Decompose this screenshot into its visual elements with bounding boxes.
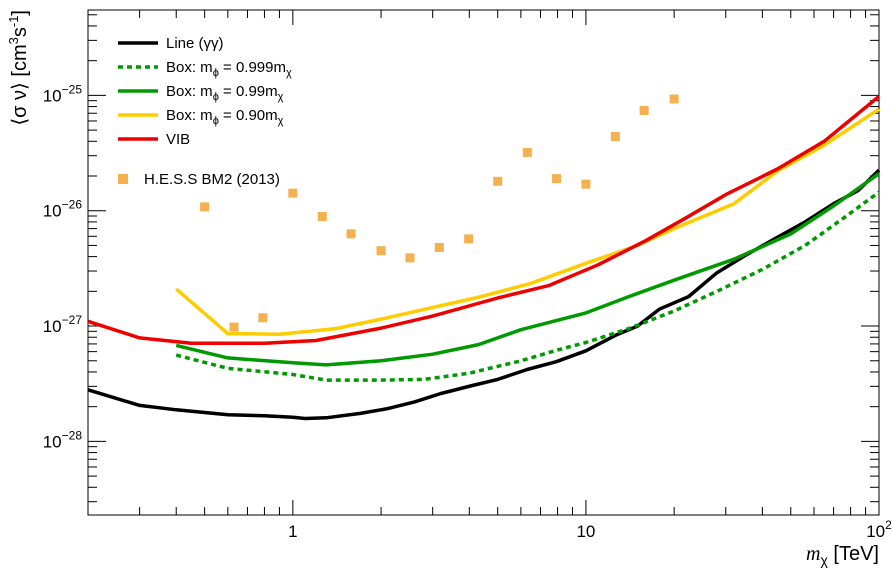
legend-label: VIB (166, 131, 190, 148)
y-axis-title-exponent: -1 (6, 16, 21, 28)
x-tick-label: 10 (576, 522, 595, 541)
y-axis-title-part: s (9, 27, 31, 37)
axis-titles: mχ [TeV]⟨σ ν⟩ [cm3s-1] (6, 10, 879, 568)
y-axis-title-part: ⟨σ ν⟩ [cm (9, 44, 31, 125)
legend-label-text: VIB (166, 131, 190, 148)
y-tick-label: 10−25 (43, 82, 83, 105)
hess-data-point (669, 94, 679, 104)
hess-data-point (552, 174, 562, 184)
x-axis-unit: [TeV] (828, 543, 879, 565)
hess-data-point (288, 188, 298, 198)
y-axis-title-exponent: 3 (6, 37, 21, 44)
legend-label-text: Box: m (166, 83, 213, 100)
series-layer (87, 95, 881, 421)
y-tick-label-exponent: −27 (62, 313, 83, 327)
x-axis-symbol: m (806, 543, 820, 565)
x-axis-subscript: χ (821, 552, 829, 568)
legend-label: H.E.S.S BM2 (2013) (144, 171, 280, 188)
hess-data-point (493, 176, 503, 186)
legend-label: Box: mϕ = 0.90mχ (166, 107, 284, 127)
series-line-2 (175, 172, 881, 367)
hess-data-point (405, 253, 415, 263)
series-line-4 (87, 95, 881, 345)
legend-label-text-2: = 0.90m (219, 107, 278, 124)
hess-data-point (229, 322, 239, 332)
series-line-3 (175, 107, 880, 336)
legend-label-text-2: = 0.999m (219, 59, 286, 76)
legend-label-text-2: = 0.99m (219, 83, 278, 100)
series-line-1 (175, 190, 881, 382)
x-tick-label-base: 1 (288, 522, 297, 541)
x-tick-label: 102 (866, 518, 892, 541)
hess-data-point (610, 132, 620, 142)
y-axis-title: ⟨σ ν⟩ [cm3s-1] (6, 10, 31, 126)
hess-data-point (346, 229, 356, 239)
x-tick-label: 1 (288, 522, 297, 541)
legend-label: Line (γγ) (166, 35, 224, 52)
legend-label-text: H.E.S.S BM2 (2013) (144, 171, 280, 188)
legend-label: Box: mϕ = 0.99mχ (166, 83, 284, 103)
hess-data-point (258, 313, 268, 323)
x-tick-label-base: 10 (866, 522, 885, 541)
y-tick-label-exponent: −25 (62, 82, 83, 96)
y-tick-label-exponent: −26 (62, 198, 83, 212)
legend-label-subscript-2: χ (278, 115, 284, 127)
legend-label-subscript: ϕ (213, 67, 219, 79)
hess-data-point (581, 179, 591, 189)
legend-label-subscript-2: χ (278, 91, 284, 103)
y-tick-label: 10−27 (43, 313, 83, 336)
y-tick-label-exponent: −28 (62, 428, 83, 442)
hess-data-point (464, 234, 474, 244)
hess-data-point (317, 212, 327, 222)
legend-label-text: Box: m (166, 59, 213, 76)
y-tick-label: 10−26 (43, 198, 83, 221)
y-tick-label-base: 10 (43, 317, 62, 336)
y-axis-title-part: ] (9, 10, 31, 16)
plot-frame (87, 9, 880, 516)
y-tick-label: 10−28 (43, 428, 83, 451)
hess-data-point (376, 246, 386, 256)
x-axis-title: mχ [TeV] (806, 543, 879, 568)
legend-label-subscript: ϕ (213, 91, 219, 103)
y-tick-label-base: 10 (43, 86, 62, 105)
hess-data-point (434, 242, 444, 252)
x-tick-label-base: 10 (576, 522, 595, 541)
legend-label-subscript: ϕ (213, 115, 219, 127)
legend-label-text: Box: m (166, 107, 213, 124)
x-tick-label-exponent: 2 (885, 518, 892, 532)
legend-marker-sample (118, 174, 128, 184)
legend-label-text: Line (γγ) (166, 35, 224, 52)
legend-label-subscript-2: χ (286, 67, 292, 79)
y-tick-label-base: 10 (43, 432, 62, 451)
hess-data-point (200, 202, 210, 212)
hess-data-point (639, 105, 649, 115)
hess-data-point (522, 147, 532, 157)
scatter-layer (200, 94, 679, 332)
legend-label: Box: mϕ = 0.999mχ (166, 59, 292, 79)
y-tick-label-base: 10 (43, 202, 62, 221)
